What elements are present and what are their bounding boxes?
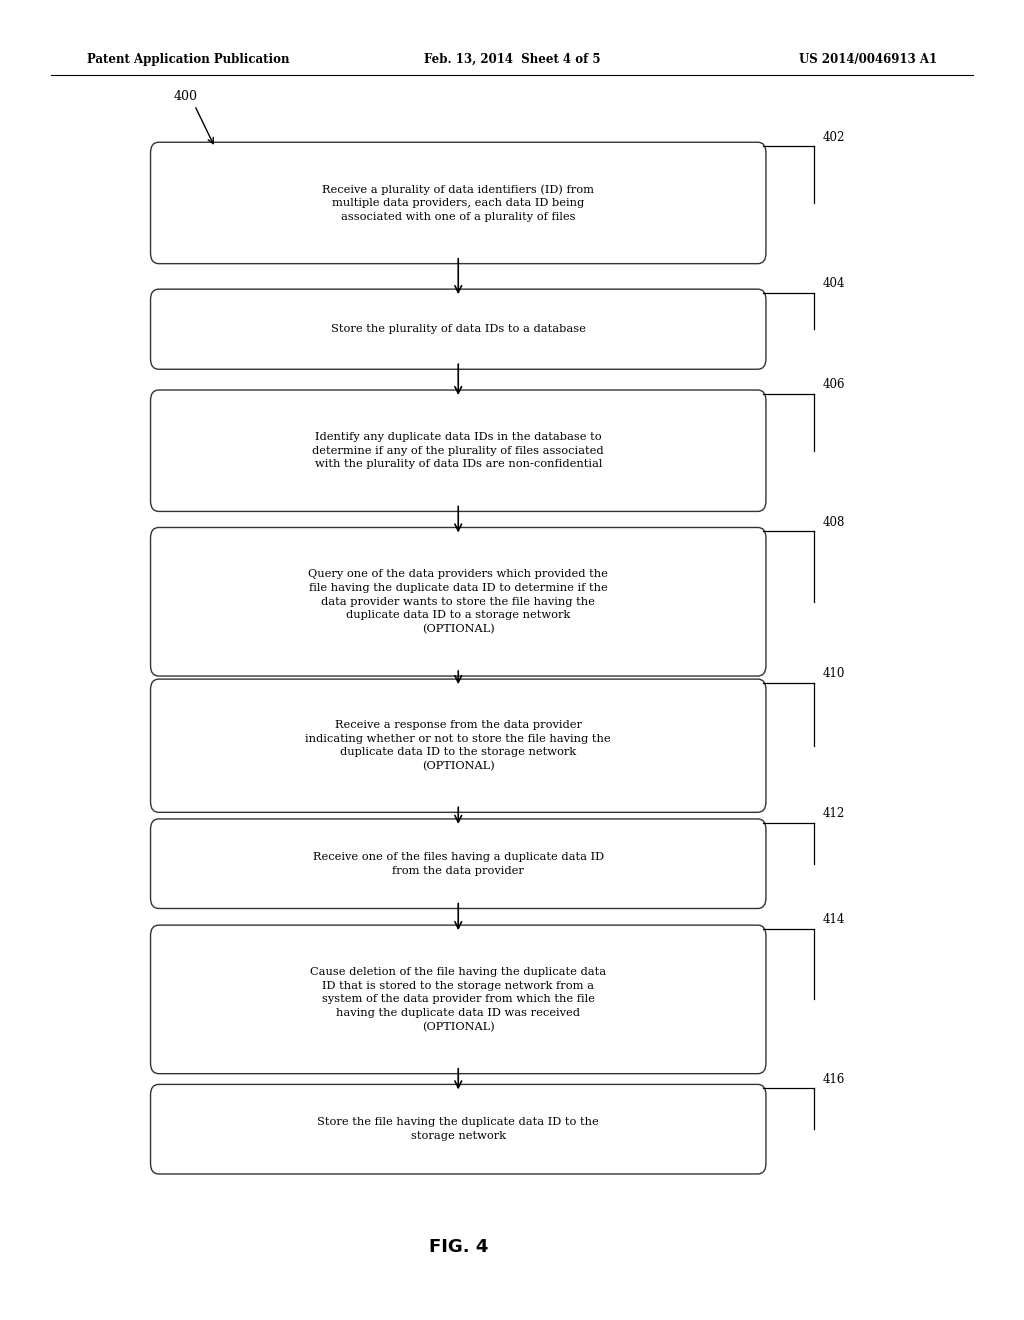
Text: 406: 406 xyxy=(822,379,845,391)
Text: Cause deletion of the file having the duplicate data
ID that is stored to the st: Cause deletion of the file having the du… xyxy=(310,968,606,1032)
FancyBboxPatch shape xyxy=(151,925,766,1073)
Text: FIG. 4: FIG. 4 xyxy=(429,1238,487,1257)
Text: Patent Application Publication: Patent Application Publication xyxy=(87,53,290,66)
FancyBboxPatch shape xyxy=(151,389,766,511)
Text: 404: 404 xyxy=(822,277,845,290)
Text: Receive a plurality of data identifiers (ID) from
multiple data providers, each : Receive a plurality of data identifiers … xyxy=(323,183,594,222)
FancyBboxPatch shape xyxy=(151,528,766,676)
Text: US 2014/0046913 A1: US 2014/0046913 A1 xyxy=(799,53,937,66)
Text: 412: 412 xyxy=(822,808,845,820)
Text: 414: 414 xyxy=(822,913,845,927)
FancyBboxPatch shape xyxy=(151,289,766,370)
Text: 400: 400 xyxy=(174,90,198,103)
Text: Receive one of the files having a duplicate data ID
from the data provider: Receive one of the files having a duplic… xyxy=(312,851,604,875)
FancyBboxPatch shape xyxy=(151,818,766,908)
FancyBboxPatch shape xyxy=(151,678,766,812)
FancyBboxPatch shape xyxy=(151,1085,766,1173)
Text: 416: 416 xyxy=(822,1073,845,1086)
Text: 410: 410 xyxy=(822,668,845,680)
Text: Receive a response from the data provider
indicating whether or not to store the: Receive a response from the data provide… xyxy=(305,721,611,771)
Text: Store the plurality of data IDs to a database: Store the plurality of data IDs to a dat… xyxy=(331,325,586,334)
Text: Feb. 13, 2014  Sheet 4 of 5: Feb. 13, 2014 Sheet 4 of 5 xyxy=(424,53,600,66)
FancyBboxPatch shape xyxy=(151,143,766,264)
Text: Identify any duplicate data IDs in the database to
determine if any of the plura: Identify any duplicate data IDs in the d… xyxy=(312,432,604,470)
Text: 408: 408 xyxy=(822,516,845,529)
Text: Query one of the data providers which provided the
file having the duplicate dat: Query one of the data providers which pr… xyxy=(308,569,608,634)
Text: 402: 402 xyxy=(822,131,845,144)
Text: Store the file having the duplicate data ID to the
storage network: Store the file having the duplicate data… xyxy=(317,1118,599,1140)
